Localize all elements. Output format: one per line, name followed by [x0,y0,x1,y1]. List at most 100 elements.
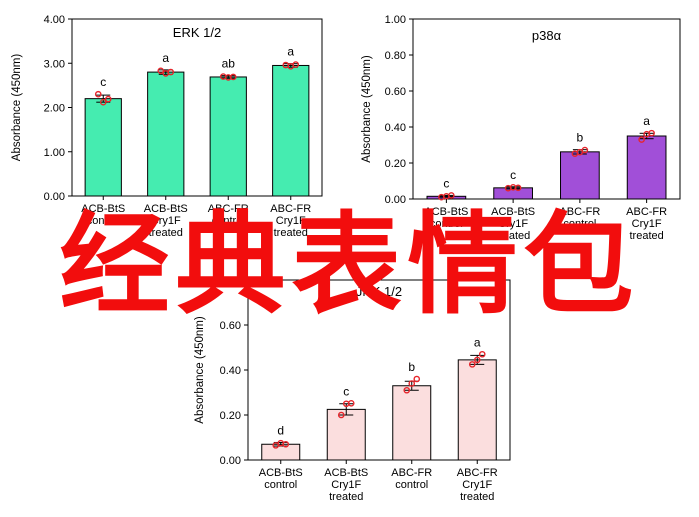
x-tick-label: ACB-BtS [259,467,303,479]
chart-p38: p38α 0.00 0.20 0.40 0.60 0.80 1.00 Absorbance (… [361,14,681,242]
x-tick-label: ABC-FR [559,206,600,218]
y-tick-label: 0.60 [385,86,406,98]
x-tick-label: ABC-FR [391,467,432,479]
significance-letter: c [443,176,449,190]
y-axis-label: Absorbance (450nm) [361,55,373,163]
bar [209,76,247,197]
x-tick-label: ABC-FR [626,206,667,218]
x-tick-label: control [87,215,120,227]
y-axis-label: Absorbance (450nm) [11,54,23,162]
significance-letter: a [474,335,481,349]
data-point [403,386,411,394]
data-point [104,95,112,103]
x-tick-label: ACB-BtS [324,467,368,479]
bar [626,135,667,200]
x-tick-label: control [395,479,428,491]
plot-frame [412,18,681,200]
x-tick-label: treated [496,230,530,242]
y-tick-label: 0.20 [385,158,406,170]
x-tick-label: ACB-BtS [144,203,188,215]
x-tick-label: Cry1F [632,218,662,230]
data-point [337,411,345,419]
y-tick-label: 0.20 [220,410,241,422]
y-tick-label: 0.40 [385,122,406,134]
significance-letter: ab [222,57,236,71]
data-point [167,68,175,76]
y-tick-label: 0.80 [385,50,406,62]
significance-letter: b [408,360,415,374]
data-point [292,61,300,68]
y-axis-label: Absorbance (450nm) [194,316,206,424]
x-tick-label: control [212,215,245,227]
x-tick-label: control [563,218,596,230]
bar [261,443,301,461]
chart-title: JNK 1/2 [356,284,402,299]
bar [560,151,600,200]
x-tick-label: Cry1F [151,215,181,227]
data-point [229,73,237,81]
significance-letter: c [510,168,516,182]
bar [457,359,497,461]
significance-letter: b [577,131,584,145]
x-tick-label: Cry1F [498,218,528,230]
bar [84,98,122,197]
x-tick-label: treated [329,491,363,503]
y-tick-label: 1.00 [385,14,406,26]
chart-jnk: JNK 1/2 0.00 0.20 0.40 0.60 0.80 Absorbance (4… [194,275,511,503]
data-point [448,192,455,199]
x-tick-label: ACB-BtS [81,203,125,215]
bar [392,385,432,461]
data-point [514,184,522,192]
y-tick-label: 0.00 [220,455,241,467]
y-tick-label: 0.80 [220,275,241,287]
data-point [468,361,476,368]
y-tick-label: 0.60 [220,320,241,332]
x-tick-label: treated [460,491,494,503]
data-point [413,375,421,383]
bar [147,71,185,197]
chart-erk: ERK 1/2 0.00 1.00 2.00 3.00 4.00 Absorbance (4… [11,14,323,239]
significance-letter: c [343,384,349,398]
data-point [638,136,645,143]
y-tick-label: 4.00 [44,14,65,26]
significance-letter: a [287,45,294,59]
x-tick-label: ABC-FR [457,467,498,479]
significance-letter: a [643,114,650,128]
data-point [94,90,102,98]
x-tick-label: ACB-BtS [491,206,535,218]
significance-letter: c [100,75,106,89]
x-tick-label: Cry1F [331,479,361,491]
y-tick-label: 1.00 [44,147,65,159]
x-tick-label: Cry1F [276,215,306,227]
data-point [408,380,416,387]
data-point [157,67,165,75]
data-point [581,146,589,154]
y-tick-label: 3.00 [44,58,65,70]
x-tick-label: treated [630,230,664,242]
significance-letter: d [277,423,284,437]
x-tick-label: treated [149,227,183,239]
data-point [478,350,486,358]
y-tick-label: 0.40 [220,365,241,377]
chart-title: p38α [532,28,562,43]
data-point [99,98,107,106]
data-point [347,399,355,407]
significance-letter: a [162,51,169,65]
x-tick-label: ABC-FR [208,203,249,215]
bar [326,408,366,461]
x-tick-label: control [430,218,463,230]
x-tick-label: control [264,479,297,491]
x-tick-label: treated [274,227,308,239]
y-tick-label: 0.00 [385,194,406,206]
x-tick-label: Cry1F [462,479,492,491]
x-tick-label: ABC-FR [270,203,311,215]
y-tick-label: 0.00 [44,191,65,203]
x-tick-label: ACB-BtS [424,206,468,218]
bar [272,64,310,197]
data-point [282,440,290,448]
y-tick-label: 2.00 [44,103,65,115]
chart-title: ERK 1/2 [173,25,221,40]
data-point [648,129,655,137]
data-point [473,356,481,364]
